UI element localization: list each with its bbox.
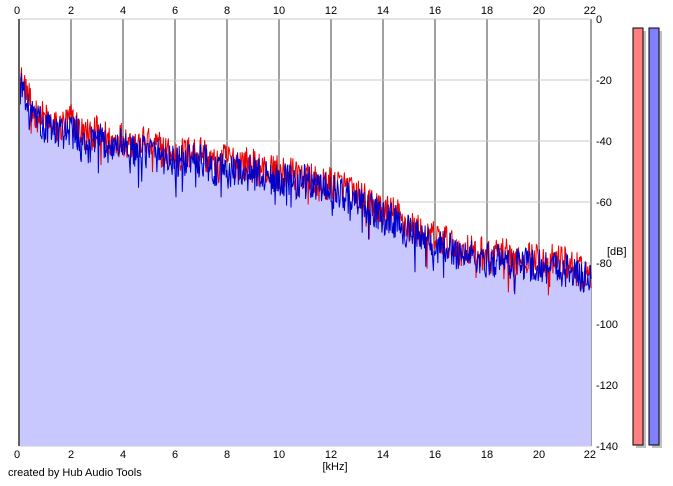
spectrum-fill-area: [19, 73, 591, 446]
x-tick-label-top: 18: [481, 5, 493, 17]
series-line-blue: [18, 72, 592, 295]
x-tick-labels-bottom: 0 2 4 6 8 10 12 14 16 18 20 22: [14, 449, 596, 461]
x-tick-label-bottom: 2: [68, 449, 74, 461]
x-tick-label-bottom: 12: [325, 449, 337, 461]
level-meters: [632, 27, 662, 448]
y-tick-label: -60: [596, 197, 612, 209]
x-tick-label-bottom: 10: [273, 449, 285, 461]
x-tick-label-bottom: 6: [172, 449, 178, 461]
x-tick-label-top: 4: [120, 5, 126, 17]
x-tick-label-top: 0: [14, 5, 20, 17]
x-tick-label-bottom: 4: [120, 449, 126, 461]
x-tick-labels-top: 0 2 4 6 8 10 12 14 16 18 20 22: [14, 5, 596, 17]
x-tick-label-top: 8: [224, 5, 230, 17]
y-tick-labels: 0 -20 -40 -60 -80 -100 -120 -140: [596, 14, 618, 453]
x-tick-label-top: 2: [68, 5, 74, 17]
spectrum-fill: [19, 73, 591, 446]
series-layer: [18, 67, 592, 296]
x-tick-label-top: 16: [429, 5, 441, 17]
y-tick-label: -100: [596, 319, 618, 331]
level-meter-left: [632, 27, 644, 446]
credit-text: created by Hub Audio Tools: [8, 467, 142, 479]
y-tick-label: 0: [596, 14, 602, 26]
y-tick-label: -140: [596, 441, 618, 453]
x-tick-label-top: 22: [584, 5, 596, 17]
y-tick-label: -20: [596, 75, 612, 87]
y-tick-label: -40: [596, 136, 612, 148]
x-tick-label-bottom: 0: [14, 449, 20, 461]
x-tick-label-bottom: 20: [533, 449, 545, 461]
x-axis-label: [kHz]: [322, 461, 347, 473]
x-tick-label-bottom: 8: [224, 449, 230, 461]
x-tick-label-bottom: 22: [584, 449, 596, 461]
x-tick-label-bottom: 14: [377, 449, 389, 461]
y-tick-label: -80: [596, 258, 612, 270]
x-tick-label-top: 20: [533, 5, 545, 17]
x-tick-label-top: 12: [325, 5, 337, 17]
level-meter-right: [648, 27, 660, 446]
x-tick-label-bottom: 18: [481, 449, 493, 461]
x-tick-label-top: 14: [377, 5, 389, 17]
y-tick-label: -120: [596, 380, 618, 392]
x-tick-label-top: 10: [273, 5, 285, 17]
x-tick-label-bottom: 16: [429, 449, 441, 461]
x-tick-label-top: 6: [172, 5, 178, 17]
y-axis-label: [dB]: [607, 246, 627, 258]
